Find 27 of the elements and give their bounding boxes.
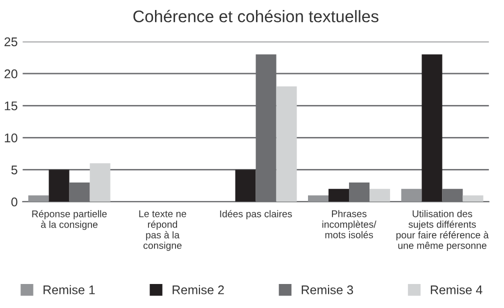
y-tick-label: 25	[4, 37, 18, 46]
x-tick-label: Idées pas claires	[220, 210, 292, 220]
x-tick-label: Phrases incomplètes/ mots isolés	[322, 210, 376, 238]
x-tick-label: Réponse partielle à la consigne	[32, 210, 107, 230]
y-tick-label: 15	[4, 102, 18, 110]
x-tick-label: Le texte ne répond pas à la consigne	[139, 210, 186, 251]
legend-label: Remise 4	[430, 285, 482, 294]
y-tick-label: 0	[11, 198, 18, 206]
bar	[90, 163, 110, 202]
legend-label: Remise 1	[44, 285, 95, 294]
y-tick-label: 5	[11, 166, 18, 174]
bar	[28, 195, 49, 202]
y-tick-label: 10	[4, 133, 18, 142]
x-tick-label: Utilisation des sujets différents pour faire référence à une même personne	[396, 210, 489, 251]
legend-label: Remise 2	[172, 285, 224, 294]
bar	[276, 86, 297, 202]
bar	[370, 188, 390, 202]
bar	[48, 170, 70, 202]
chart-title: Cohérence et cohésion textuelles	[133, 10, 378, 22]
bar	[462, 195, 484, 202]
bar	[422, 54, 442, 202]
y-tick-label: 20	[4, 69, 18, 78]
legend-label: Remise 3	[302, 285, 354, 294]
bar	[401, 188, 422, 202]
bar	[328, 188, 350, 202]
bar	[308, 195, 329, 202]
bar	[235, 170, 256, 202]
